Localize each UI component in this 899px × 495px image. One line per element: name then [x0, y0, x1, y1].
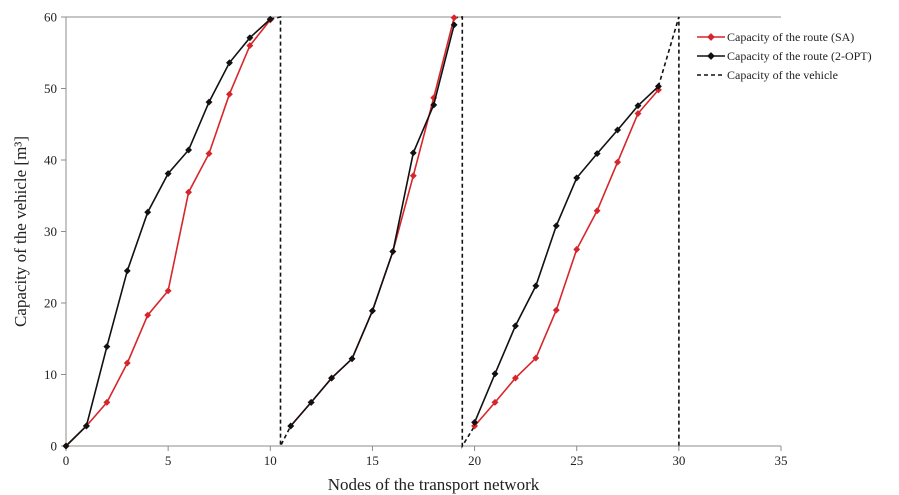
x-axis-label: Nodes of the transport network	[328, 475, 540, 494]
legend-item-sa: Capacity of the route (SA)	[697, 30, 854, 44]
series-sa-line	[473, 89, 660, 427]
series-sa-point	[409, 172, 417, 180]
series-sa-point	[511, 374, 519, 382]
series-sa-point	[164, 287, 172, 295]
series-opt-point	[328, 374, 336, 382]
series-sa-point	[246, 42, 254, 50]
x-tick-label: 20	[468, 453, 481, 468]
series-sa-line	[290, 17, 455, 427]
legend: Capacity of the route (SA) Capacity of th…	[697, 30, 872, 82]
series-opt-point	[123, 267, 131, 275]
legend-label-vehicle: Capacity of the vehicle	[727, 68, 838, 82]
series-sa-line	[65, 19, 271, 447]
series-opt-line	[65, 18, 271, 447]
x-tick-label: 15	[366, 453, 379, 468]
series-opt-point	[614, 126, 622, 134]
series-opt-point	[450, 21, 458, 29]
series-vehicle-line	[454, 16, 476, 449]
y-tick-label: 10	[44, 367, 57, 382]
series-sa-point	[103, 398, 111, 406]
legend-item-vehicle: Capacity of the vehicle	[697, 68, 838, 82]
series-sa-point	[450, 14, 458, 22]
legend-item-opt: Capacity of the route (2-OPT)	[697, 49, 872, 63]
series-opt-point	[491, 370, 499, 378]
series-opt-point	[307, 398, 315, 406]
series-opt-point	[348, 355, 356, 363]
plot-area	[62, 14, 680, 450]
series-sa-point	[614, 158, 622, 166]
series-sa-point	[573, 245, 581, 253]
series-sa-point	[634, 109, 642, 118]
series-sa-point	[205, 150, 213, 158]
x-tick-label: 5	[165, 453, 172, 468]
series-sa-point	[491, 398, 499, 406]
x-tick-label: 0	[63, 453, 70, 468]
legend-label-sa: Capacity of the route (SA)	[727, 30, 854, 44]
x-tick-label: 10	[264, 453, 277, 468]
series-opt-point	[144, 208, 152, 216]
series-sa-point	[471, 422, 479, 430]
series-opt-point	[225, 59, 233, 67]
series-vehicle	[270, 16, 680, 449]
y-tick-label: 40	[44, 153, 57, 168]
series-opt-point	[430, 101, 438, 109]
y-axis-label: Capacity of the vehicle [m³]	[11, 136, 30, 327]
series-opt-point	[368, 307, 376, 315]
series-sa-point	[225, 90, 233, 98]
tick-labels: 0 5 10 15 20 25 30 35 0 10 20 30 40 50 60	[44, 10, 788, 469]
x-tick-label: 30	[672, 453, 685, 468]
series-opt-point	[246, 34, 254, 42]
series-opt-line	[290, 24, 455, 427]
series-opt-point	[82, 422, 90, 430]
y-tick-label: 60	[44, 10, 57, 25]
axes	[61, 16, 782, 451]
series-opt-point	[103, 343, 111, 351]
series-opt-point	[654, 82, 662, 90]
series-opt-point	[185, 146, 193, 154]
legend-marker-opt	[707, 52, 715, 60]
series-opt-point	[511, 322, 519, 330]
series-sa-point	[185, 188, 193, 196]
series-opt-line	[473, 85, 659, 423]
series-vehicle-line	[270, 16, 292, 447]
series-opt-point	[471, 418, 479, 426]
series-sa-point	[144, 311, 152, 319]
series-opt-point	[287, 422, 295, 430]
series-sa-point	[593, 207, 601, 215]
series-sa	[62, 14, 662, 450]
series-opt-point	[573, 174, 581, 182]
x-tick-label: 25	[570, 453, 583, 468]
series-vehicle-line	[657, 16, 680, 446]
y-tick-label: 30	[44, 224, 57, 239]
legend-label-opt: Capacity of the route (2-OPT)	[727, 49, 872, 63]
series-sa-point	[532, 354, 540, 362]
series-opt-point	[593, 150, 601, 158]
series-sa-point	[552, 306, 560, 314]
series-opt-point	[634, 102, 642, 110]
series-opt-point	[552, 222, 560, 230]
x-tick-label: 35	[775, 453, 788, 468]
legend-marker-sa	[707, 33, 715, 41]
series-opt-point	[266, 15, 274, 23]
series-opt-point	[532, 282, 540, 290]
y-tick-label: 20	[44, 296, 57, 311]
series-opt-point	[205, 98, 213, 106]
series-opt-point	[62, 442, 70, 450]
series-sa-point	[123, 359, 131, 367]
y-tick-label: 0	[51, 439, 58, 454]
series-opt-point	[164, 170, 172, 178]
series-opt-point	[409, 149, 417, 157]
y-tick-label: 50	[44, 81, 57, 96]
series-opt	[62, 15, 662, 450]
series-opt-point	[389, 247, 397, 256]
